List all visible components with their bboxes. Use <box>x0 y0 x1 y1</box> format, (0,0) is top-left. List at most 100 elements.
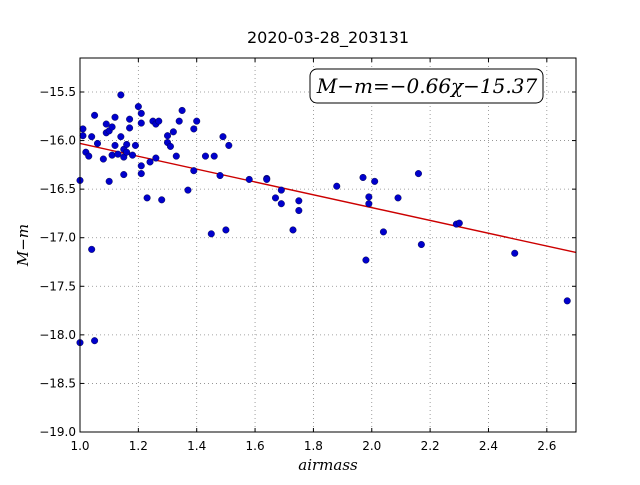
y-tick-label: −15.5 <box>39 85 76 99</box>
fit-layer <box>79 142 577 254</box>
data-point <box>365 200 373 208</box>
data-point <box>295 207 303 215</box>
data-point <box>371 177 379 185</box>
data-point <box>137 170 145 178</box>
data-point <box>94 139 102 147</box>
x-tick-label: 1.8 <box>304 439 323 453</box>
data-point <box>137 162 145 170</box>
tick-layer <box>79 58 576 433</box>
data-point <box>184 186 192 194</box>
data-point <box>152 154 160 162</box>
data-point <box>137 119 145 127</box>
data-point <box>85 152 93 160</box>
data-point <box>175 117 183 125</box>
data-point <box>169 128 177 136</box>
data-point <box>379 228 387 236</box>
data-point <box>88 133 96 141</box>
points-layer <box>76 91 571 347</box>
equation-annotation: M−m=−0.66χ−15.37 <box>309 68 544 104</box>
data-point <box>131 141 139 149</box>
data-point <box>219 133 227 141</box>
y-tick-label: −16.5 <box>39 182 76 196</box>
data-point <box>362 256 370 264</box>
data-point <box>105 177 113 185</box>
x-axis-title: airmass <box>298 456 358 474</box>
y-tick-label: −16.0 <box>39 134 76 148</box>
data-point <box>91 111 99 119</box>
data-point <box>155 117 163 125</box>
data-point <box>134 103 142 111</box>
data-point <box>190 167 198 175</box>
data-point <box>295 197 303 205</box>
data-point <box>201 152 209 160</box>
data-point <box>129 151 137 159</box>
annotation-box <box>309 68 544 104</box>
data-point <box>79 125 87 133</box>
data-point <box>108 123 116 131</box>
data-point <box>216 172 224 180</box>
data-point <box>172 152 180 160</box>
data-point <box>245 175 253 183</box>
data-point <box>123 140 131 148</box>
x-tick-label: 2.4 <box>479 439 498 453</box>
data-point <box>277 186 285 194</box>
data-point <box>102 120 110 128</box>
plot-area <box>80 58 576 432</box>
y-tick-labels: −19.0 −18.5 −18.0 −17.5 −17.0 −16.5 −16.0 −15.5 <box>39 85 76 439</box>
data-point <box>263 175 271 183</box>
data-point <box>126 124 134 132</box>
data-point <box>111 113 119 121</box>
x-tick-label: 1.0 <box>70 439 89 453</box>
y-tick-label: −17.0 <box>39 231 76 245</box>
annotation-text: M−m=−0.66χ−15.37 <box>316 74 538 98</box>
y-tick-label: −18.5 <box>39 376 76 390</box>
data-point <box>117 133 125 141</box>
x-tick-label: 2.6 <box>537 439 556 453</box>
data-point <box>137 109 145 117</box>
data-point <box>158 196 166 204</box>
data-point <box>91 337 99 345</box>
data-point <box>146 158 154 166</box>
data-point <box>111 141 119 149</box>
y-tick-label: −17.5 <box>39 279 76 293</box>
data-point <box>108 151 116 159</box>
x-tick-label: 1.2 <box>129 439 148 453</box>
data-point <box>511 249 519 257</box>
data-point <box>225 141 233 149</box>
data-point <box>394 194 402 202</box>
data-point <box>210 152 218 160</box>
data-point <box>333 182 341 190</box>
data-point <box>414 170 422 178</box>
data-point <box>123 148 131 156</box>
data-point <box>79 132 87 140</box>
chart-title: 2020-03-28_203131 <box>247 28 409 48</box>
data-point <box>455 219 463 227</box>
x-tick-label: 2.0 <box>362 439 381 453</box>
data-point <box>120 171 128 179</box>
data-point <box>143 194 151 202</box>
data-point <box>99 155 107 163</box>
data-point <box>178 106 186 114</box>
y-tick-label: −19.0 <box>39 425 76 439</box>
data-point <box>114 150 122 158</box>
data-point <box>271 194 279 202</box>
data-point <box>365 193 373 201</box>
data-point <box>222 226 230 234</box>
data-point <box>193 117 201 125</box>
fit-line <box>79 142 577 254</box>
x-tick-label: 1.4 <box>187 439 206 453</box>
data-point <box>417 241 425 249</box>
data-point <box>359 173 367 181</box>
data-point <box>88 245 96 253</box>
data-point <box>166 142 174 150</box>
data-point <box>126 115 134 123</box>
x-tick-label: 2.2 <box>421 439 440 453</box>
data-point <box>289 226 297 234</box>
data-point <box>117 91 125 99</box>
data-point <box>563 297 571 305</box>
data-point <box>164 132 172 140</box>
x-tick-label: 1.6 <box>246 439 265 453</box>
x-tick-labels: 1.0 1.2 1.4 1.6 1.8 2.0 2.2 2.4 2.6 <box>70 439 556 453</box>
